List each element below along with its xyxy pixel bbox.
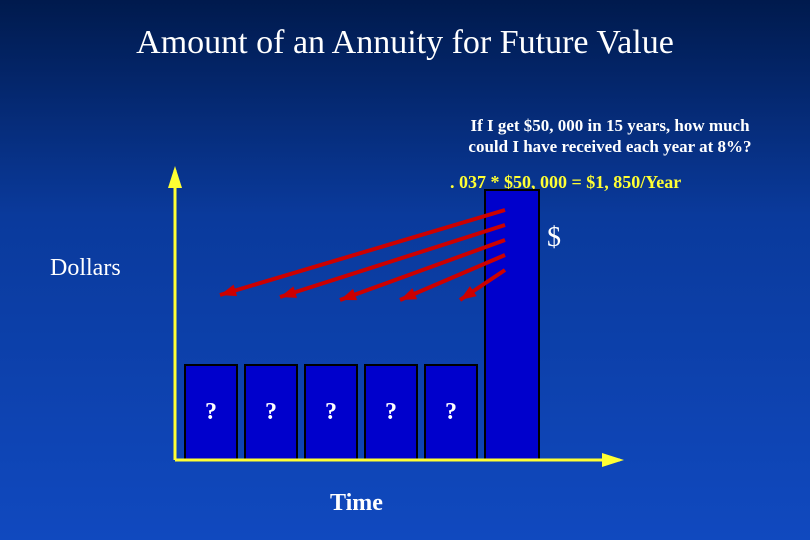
x-axis-arrowhead (602, 453, 624, 467)
discount-arrow-head (280, 286, 297, 297)
question-text: If I get $50, 000 in 15 years, how much … (450, 115, 770, 158)
discount-arrow-head (220, 285, 237, 296)
question-line-1: If I get $50, 000 in 15 years, how much (470, 116, 749, 135)
slide-title: Amount of an Annuity for Future Value (0, 24, 810, 62)
discount-arrow (220, 210, 505, 295)
annuity-bar-label: ? (371, 399, 411, 426)
y-axis-label: Dollars (50, 255, 121, 282)
future-value-label: $ (547, 222, 561, 254)
y-axis-arrowhead (168, 166, 182, 188)
annuity-bar-label: ? (431, 399, 471, 426)
slide: Amount of an Annuity for Future Value If… (0, 0, 810, 540)
x-axis-label: Time (330, 490, 383, 517)
discount-arrow-head (340, 289, 357, 300)
annuity-bar-label: ? (311, 399, 351, 426)
annuity-chart (145, 160, 645, 480)
annuity-bar-label: ? (191, 399, 231, 426)
discount-arrow (280, 225, 505, 297)
annuity-bar-label: ? (251, 399, 291, 426)
question-line-2: could I have received each year at 8%? (468, 137, 751, 156)
discount-arrow-head (400, 288, 417, 300)
